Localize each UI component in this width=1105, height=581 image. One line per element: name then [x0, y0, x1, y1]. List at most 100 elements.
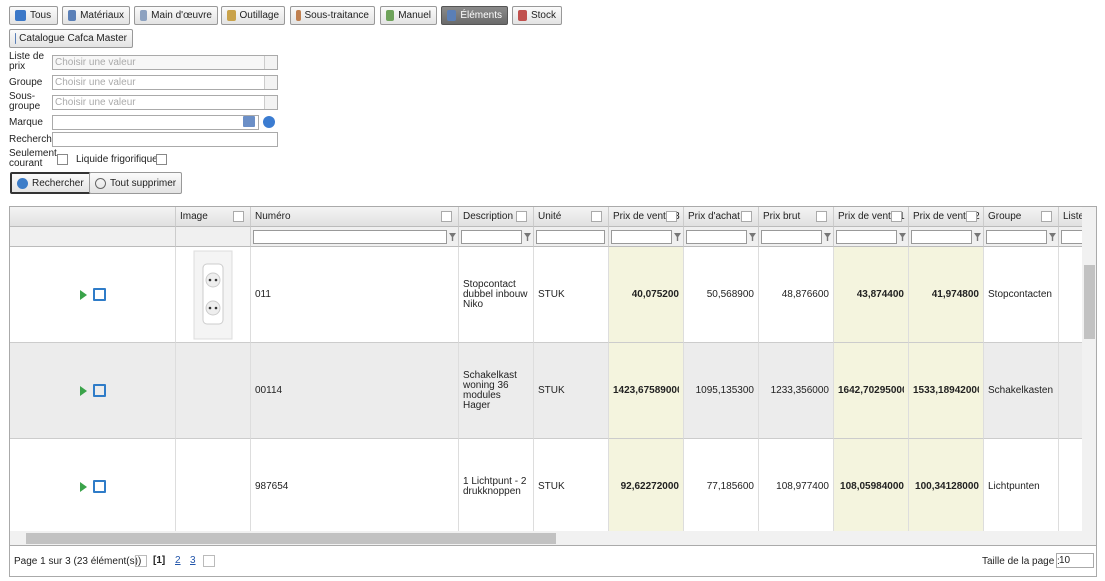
column-header[interactable]: Image [176, 207, 251, 227]
filter-cell [984, 227, 1059, 247]
current-only-checkbox[interactable] [57, 154, 68, 165]
filter-icon[interactable] [674, 233, 681, 241]
grid-cell: 011 [251, 247, 459, 343]
column-title: Prix de vente 1 [838, 211, 905, 222]
grid-cell: Stopcontact dubbel inbouw Niko [459, 247, 534, 343]
cell-text: Lichtpunten [988, 480, 1040, 492]
column-header[interactable]: Unité [534, 207, 609, 227]
play-icon[interactable] [79, 289, 87, 300]
tab-icon [140, 10, 148, 21]
column-filter-input[interactable] [836, 230, 897, 244]
column-header[interactable]: Numéro [251, 207, 459, 227]
column-filter-input[interactable] [461, 230, 522, 244]
column-filter-input[interactable] [253, 230, 447, 244]
group-label: Groupe [9, 77, 43, 88]
filter-icon[interactable] [524, 233, 531, 241]
filter-icon[interactable] [449, 233, 456, 241]
grid-cell: 108,05984000 [834, 439, 909, 535]
horizontal-scrollbar[interactable] [10, 531, 1096, 545]
cell-text: 77,185600 [706, 481, 754, 492]
tab-button[interactable]: Tous [9, 6, 58, 25]
tab-button[interactable]: Sous-traitance [290, 6, 375, 25]
grid-cell: 100,34128000 [909, 439, 984, 535]
tab-button[interactable]: Éléments [441, 6, 508, 25]
play-icon[interactable] [79, 481, 87, 492]
column-header[interactable]: Prix de vente 1 [834, 207, 909, 227]
filter-icon[interactable] [749, 233, 756, 241]
page-size-select[interactable]: 10 [1056, 553, 1094, 568]
column-filter-input[interactable] [686, 230, 747, 244]
tab-label: Main d'œuvre [151, 10, 212, 21]
tab-icon [386, 10, 395, 21]
search-label: Recherche [9, 134, 58, 145]
filter-cell [459, 227, 534, 247]
clear-button[interactable]: Tout supprimer [89, 172, 183, 194]
refrigerant-checkbox[interactable] [156, 154, 167, 165]
next-page[interactable] [203, 555, 215, 567]
column-filter-input[interactable] [536, 230, 605, 244]
grid-cell: 48,876600 [759, 247, 834, 343]
column-header[interactable]: Prix de vente 2 [909, 207, 984, 227]
cell-text: Schakelkast woning 36 modules Hager [463, 369, 517, 411]
tab-label: Éléments [460, 10, 502, 21]
column-header[interactable]: Prix de vente 3 [609, 207, 684, 227]
brand-input[interactable] [52, 115, 259, 130]
prev-page[interactable] [135, 555, 147, 567]
subgroup-select[interactable]: Choisir une valeur [52, 95, 278, 110]
grid-cell: 92,62272000 [609, 439, 684, 535]
open-icon[interactable] [92, 288, 106, 301]
cell-text: 1642,70295000 [838, 385, 904, 396]
filter-icon[interactable] [974, 233, 981, 241]
tab-label: Catalogue Cafca Master [19, 33, 127, 44]
tab-button[interactable]: Catalogue Cafca Master [9, 29, 133, 48]
refrigerant-label: Liquide frigorifique [76, 154, 158, 165]
filter-icon[interactable] [899, 233, 906, 241]
cell-text: 011 [255, 288, 271, 300]
brand-picker-icon[interactable] [243, 116, 255, 127]
column-title: Prix de vente 3 [613, 211, 680, 222]
cell-text: 987654 [255, 480, 289, 492]
tab-button[interactable]: Matériaux [62, 6, 130, 25]
column-header[interactable]: Prix brut [759, 207, 834, 227]
column-filter-input[interactable] [986, 230, 1047, 244]
vertical-scrollbar[interactable] [1082, 207, 1096, 531]
column-menu [441, 211, 452, 222]
column-header[interactable]: Groupe [984, 207, 1059, 227]
column-filter-input[interactable] [611, 230, 672, 244]
open-icon[interactable] [92, 384, 106, 397]
tab-button[interactable]: Manuel [380, 6, 437, 25]
page-link[interactable]: 3 [190, 555, 196, 566]
column-title: Prix brut [763, 211, 801, 222]
column-header[interactable]: Description [459, 207, 534, 227]
page-link[interactable]: [1] [153, 555, 166, 566]
tab-button[interactable]: Main d'œuvre [134, 6, 218, 25]
column-filter-input[interactable] [911, 230, 972, 244]
column-title: Numéro [255, 211, 291, 222]
filter-icon[interactable] [1049, 233, 1056, 241]
placeholder: Choisir une valeur [55, 57, 136, 68]
filter-icon[interactable] [824, 233, 831, 241]
column-header[interactable]: Prix d'achat [684, 207, 759, 227]
search-button[interactable]: Rechercher [10, 172, 91, 194]
column-menu [741, 211, 752, 222]
play-icon[interactable] [79, 385, 87, 396]
header-cell [10, 207, 176, 227]
cell-text: 00114 [255, 384, 283, 396]
column-filter-input[interactable] [761, 230, 822, 244]
page-link[interactable]: 2 [175, 555, 181, 566]
brand-refresh-icon[interactable] [263, 116, 275, 128]
tab-button[interactable]: Stock [512, 6, 562, 25]
cell-text: 50,568900 [706, 289, 754, 300]
search-input[interactable] [52, 132, 278, 147]
grid-cell: 108,977400 [759, 439, 834, 535]
cell-text: 41,974800 [931, 289, 979, 300]
price-list-select[interactable]: Choisir une valeur [52, 55, 278, 70]
clear-button-label: Tout supprimer [110, 177, 177, 189]
tab-button[interactable]: Outillage [221, 6, 285, 25]
tab-icon [296, 10, 301, 21]
open-icon[interactable] [92, 480, 106, 493]
action-cell [10, 439, 176, 535]
cell-text: 1 Lichtpunt - 2 drukknoppen [463, 475, 527, 497]
group-select[interactable]: Choisir une valeur [52, 75, 278, 90]
